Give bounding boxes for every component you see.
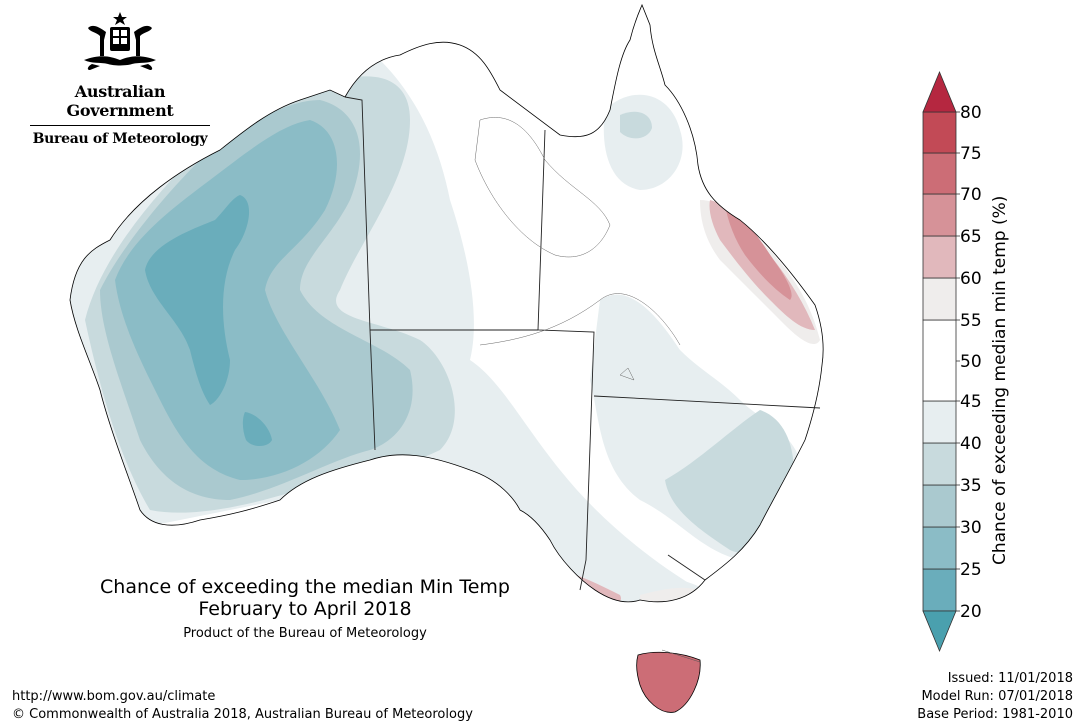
legend-bin-70-75 [922, 152, 957, 195]
legend-bin-30-35 [922, 484, 957, 528]
legend-tick-40: 40 [960, 434, 982, 454]
legend-tick-70: 70 [960, 185, 982, 205]
issued-date: Issued: 11/01/2018 [947, 671, 1073, 686]
legend-bin-35-40 [922, 442, 957, 486]
government-name: Australian Government [66, 82, 174, 120]
base-period: Base Period: 1981-2010 [917, 707, 1073, 722]
legend-tick-30: 30 [960, 518, 982, 538]
legend-tick-25: 25 [960, 560, 982, 580]
legend-ticks [956, 111, 960, 612]
legend-arrow-up [922, 70, 957, 113]
legend-bin-40-45 [922, 400, 957, 444]
legend-tick-45: 45 [960, 392, 982, 412]
color-legend: 80 75 70 65 60 55 50 45 40 35 30 25 20 [922, 70, 982, 653]
state-borders [344, 96, 821, 591]
legend-bin-65-70 [922, 193, 957, 237]
legend-tick-55: 55 [960, 311, 982, 331]
footer-left: http://www.bom.gov.au/climate © Commonwe… [12, 688, 473, 724]
model-run-date: Model Run: 07/01/2018 [921, 689, 1073, 704]
map-title-line1: Chance of exceeding the median Min Temp [100, 576, 510, 598]
bureau-name: Bureau of Meteorology [32, 131, 208, 147]
coat-of-arms-icon [84, 12, 156, 70]
legend-tick-60: 60 [960, 269, 982, 289]
copyright-text: © Commonwealth of Australia 2018, Austra… [12, 707, 473, 722]
legend-bin-45-55 [922, 319, 957, 402]
tasmania [636, 649, 701, 713]
legend-tick-20: 20 [960, 602, 982, 622]
legend-bin-25-30 [922, 526, 957, 570]
legend-bin-75-80 [922, 111, 957, 154]
mainland-fill [69, 3, 824, 603]
legend-bin-55-60 [922, 277, 957, 321]
header-divider [30, 125, 210, 126]
legend-title: Chance of exceeding median min temp (%) [990, 195, 1010, 565]
legend-tick-75: 75 [960, 144, 982, 164]
government-header: Australian Government Bureau of Meteorol… [20, 10, 220, 147]
legend-bin-60-65 [922, 235, 957, 279]
legend-tick-65: 65 [960, 227, 982, 247]
footer-right: Issued: 11/01/2018 Model Run: 07/01/2018… [917, 670, 1073, 724]
legend-arrow-down [922, 610, 957, 653]
legend-bin-20-25 [922, 568, 957, 612]
source-url: http://www.bom.gov.au/climate [12, 689, 216, 704]
map-title-line2: February to April 2018 [198, 598, 412, 620]
legend-tick-35: 35 [960, 476, 982, 496]
map-subtitle: Product of the Bureau of Meteorology [183, 626, 427, 641]
legend-tick-80: 80 [960, 103, 982, 123]
legend-tick-50: 50 [960, 352, 982, 372]
map-title: Chance of exceeding the median Min Temp … [60, 576, 550, 620]
